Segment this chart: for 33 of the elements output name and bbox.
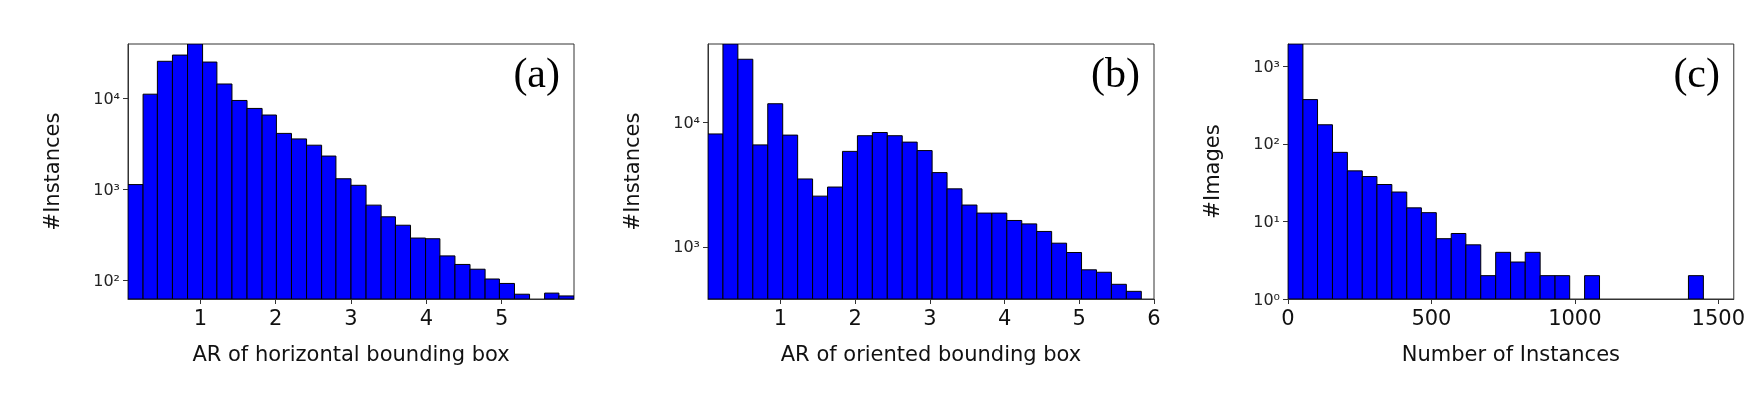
- x-axis-title: AR of oriented bounding box: [780, 341, 1082, 366]
- annotation: (b): [1091, 50, 1141, 97]
- y-tick-label: 10⁴: [673, 113, 700, 133]
- x-tick-label: 3: [344, 305, 358, 330]
- x-tick-label: 1500: [1691, 305, 1745, 330]
- annotation: (a): [513, 50, 561, 97]
- x-tick-label: 5: [494, 305, 509, 330]
- x-tick-label: 4: [419, 305, 434, 330]
- x-tick-label: 6: [1147, 305, 1161, 330]
- y-tick-label: 10³: [1253, 56, 1280, 76]
- y-axis-title: #Instances: [619, 112, 644, 231]
- annotation: (c): [1673, 50, 1721, 97]
- x-axis-title: Number of Instances: [1401, 341, 1620, 366]
- x-tick-label: 2: [848, 305, 862, 330]
- x-tick-label: 1000: [1548, 305, 1602, 330]
- y-tick-label: 10³: [673, 237, 700, 257]
- y-tick-label: 10³: [93, 179, 120, 199]
- y-tick-label: 10⁴: [93, 89, 120, 109]
- y-tick-label: 10²: [93, 270, 120, 290]
- x-tick-label: 5: [1072, 305, 1086, 330]
- y-axis-title: #Instances: [39, 112, 64, 231]
- x-tick-label: 4: [997, 305, 1012, 330]
- x-tick-label: 3: [923, 305, 937, 330]
- x-tick-label: 0: [1281, 305, 1295, 330]
- y-tick-label: 10²: [1253, 134, 1280, 154]
- x-tick-label: 500: [1411, 305, 1452, 330]
- x-tick-label: 2: [268, 305, 283, 330]
- x-tick-label: 1: [193, 305, 208, 330]
- x-tick-label: 1: [773, 305, 788, 330]
- y-tick-label: 10⁰: [1253, 289, 1280, 309]
- x-axis-title: AR of horizontal bounding box: [192, 341, 510, 366]
- y-axis-title: #Images: [1199, 124, 1224, 219]
- y-tick-label: 10¹: [1253, 211, 1280, 231]
